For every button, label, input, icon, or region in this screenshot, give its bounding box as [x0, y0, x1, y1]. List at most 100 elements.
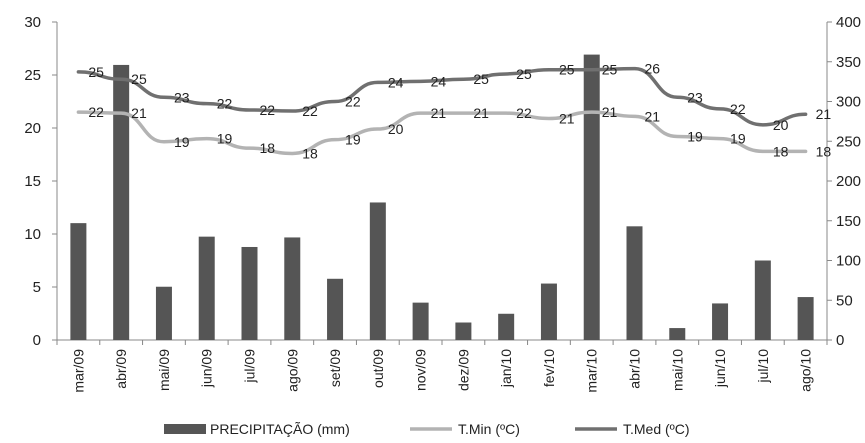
tmin-data-label: 21: [431, 105, 447, 121]
tmed-line: [76, 66, 808, 127]
precipitation-bar: [327, 278, 344, 340]
tmin-data-label: 22: [516, 105, 532, 121]
tmin-data-label: 19: [687, 128, 703, 144]
y-right-tick-label: 100: [836, 253, 861, 270]
precipitation-bar: [155, 286, 172, 340]
y-left-tick-label: 15: [24, 173, 41, 190]
precipitation-bar: [284, 237, 301, 340]
x-tick-label: ago/10: [798, 349, 814, 392]
tmin-data-label: 21: [559, 110, 575, 126]
legend: PRECIPITAÇÃO (mm) T.Min (ºC) T.Med (ºC): [164, 421, 690, 437]
x-tick-label: fev/10: [541, 349, 557, 387]
precipitation-bar: [70, 223, 87, 340]
y-left-tick-label: 10: [24, 226, 41, 243]
precipitation-bar: [712, 303, 729, 340]
y-left-tick-label: 5: [33, 279, 41, 296]
legend-label-tmed: T.Med (ºC): [623, 421, 690, 437]
legend-label-tmin: T.Min (ºC): [458, 421, 520, 437]
x-tick-label: mar/09: [70, 349, 86, 393]
x-tick-label: abr/10: [627, 349, 643, 389]
tmed-data-label: 22: [730, 101, 746, 117]
y-right-tick-label: 0: [836, 332, 844, 349]
tmed-data-label: 24: [388, 74, 404, 90]
tmed-data-label: 24: [431, 73, 447, 89]
y-right-tick-label: 250: [836, 133, 861, 150]
precipitation-bar: [369, 202, 386, 340]
precipitation-bar: [241, 246, 258, 340]
tmin-line: [76, 110, 808, 156]
tmin-data-label: 19: [174, 134, 190, 150]
y-right-tick-label: 50: [836, 292, 853, 309]
x-tick-label: jun/09: [199, 349, 215, 388]
tmed-data-label: 25: [516, 66, 532, 82]
precipitation-bar: [113, 64, 130, 341]
tmed-data-label: 25: [473, 71, 489, 87]
precipitation-bars: [70, 54, 814, 341]
precipitation-bar: [669, 328, 686, 340]
temperature-lines: [76, 66, 808, 156]
tmin-data-label: 22: [88, 104, 104, 120]
x-tick-label: set/09: [327, 349, 343, 387]
legend-swatch-precipitation: [164, 424, 206, 434]
tmin-data-label: 18: [260, 140, 276, 156]
tmed-data-label: 23: [174, 89, 190, 105]
precipitation-bar: [498, 313, 515, 340]
precipitation-bar: [540, 283, 557, 340]
precipitation-bar: [198, 236, 215, 340]
x-tick-label: ago/09: [284, 349, 300, 392]
legend-label-precipitation: PRECIPITAÇÃO (mm): [210, 421, 350, 437]
y-right-tick-label: 300: [836, 94, 861, 111]
tmin-data-label: 21: [473, 105, 489, 121]
x-axis-tick-labels: mar/09 abr/09 mai/09 jun/09 jul/09 ago/09 set/…: [70, 349, 813, 393]
tmed-data-label: 25: [602, 62, 618, 78]
tmed-data-label: 21: [816, 106, 832, 122]
tmin-data-label: 21: [602, 104, 618, 120]
y-right-tick-label: 350: [836, 54, 861, 71]
tmed-data-label: 22: [345, 94, 361, 110]
tmed-data-label: 22: [217, 96, 233, 112]
x-tick-label: jun/10: [712, 349, 728, 388]
x-tick-label: abr/09: [113, 349, 129, 389]
y-left-tick-label: 20: [24, 120, 41, 137]
tmed-data-label: 23: [687, 89, 703, 105]
x-tick-label: nov/09: [413, 349, 429, 391]
precipitation-bar: [626, 226, 643, 340]
x-tick-label: jul/09: [242, 349, 258, 384]
tmed-data-label: 22: [302, 103, 318, 119]
y-right-tick-label: 150: [836, 213, 861, 230]
tmed-data-label: 25: [131, 71, 147, 87]
y-left-tick-label: 25: [24, 67, 41, 84]
x-tick-label: mar/10: [584, 349, 600, 393]
tmin-data-label: 18: [816, 143, 832, 159]
precipitation-bar: [797, 297, 814, 340]
tmin-data-label: 19: [345, 132, 361, 148]
y-right-tick-label: 200: [836, 173, 861, 190]
tmin-data-label: 21: [131, 105, 147, 121]
precipitation-bar: [754, 260, 771, 340]
x-tick-label: out/09: [370, 349, 386, 388]
tmin-data-label: 19: [730, 131, 746, 147]
precipitation-bar: [412, 302, 429, 340]
x-tick-label: mai/10: [669, 349, 685, 391]
y-left-tick-label: 0: [33, 332, 41, 349]
tmed-data-label: 26: [645, 61, 661, 77]
y-left-tick-label: 30: [24, 14, 41, 31]
x-tick-label: mai/09: [156, 349, 172, 391]
data-labels: 25 25 23 22 22 22 22 24 24 25 25 25 25 26 23 22 20 21 22 21…: [88, 61, 831, 162]
y-right-tick-label: 400: [836, 14, 861, 31]
tmed-data-label: 25: [559, 62, 575, 78]
tmed-data-label: 20: [773, 117, 789, 133]
tmed-data-label: 22: [260, 102, 276, 118]
tmin-data-label: 20: [388, 121, 404, 137]
x-tick-label: jul/10: [755, 349, 771, 384]
x-tick-label: jan/10: [498, 349, 514, 388]
tmin-data-label: 18: [773, 143, 789, 159]
x-tick-label: dez/09: [455, 349, 471, 391]
precipitation-bar: [455, 322, 472, 340]
tmin-data-label: 21: [645, 108, 661, 124]
precipitation-bar: [583, 54, 600, 340]
tmin-data-label: 19: [217, 131, 233, 147]
tmin-data-label: 18: [302, 145, 318, 161]
